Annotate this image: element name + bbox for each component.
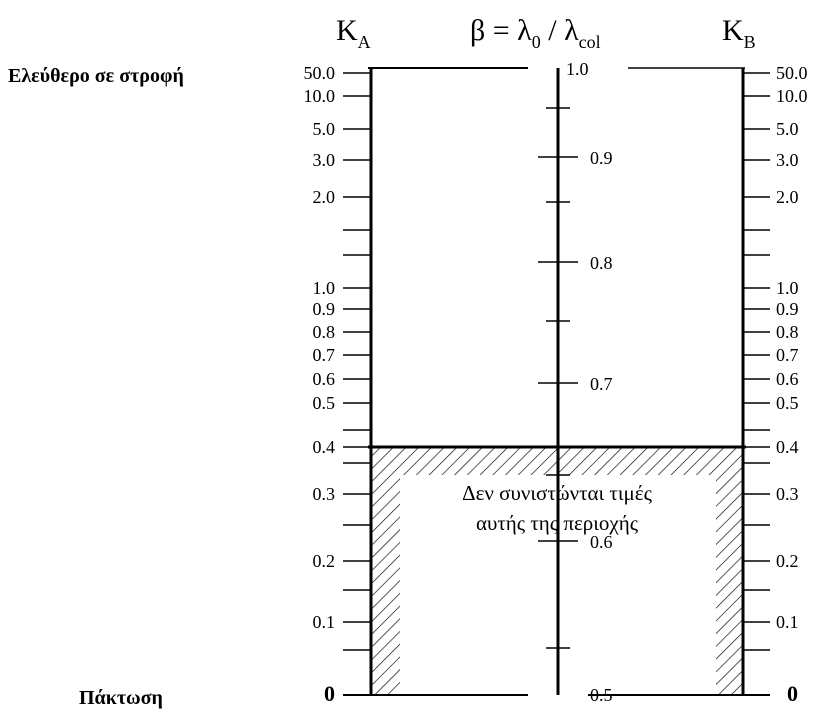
kb-tick-label: 3.0: [776, 150, 799, 170]
kb-tick-label: 0.4: [776, 437, 799, 457]
scale-ticks: 50.0 50.0 10.0 10.0 5.0 5.0 3.0 3.0 2.0 2.0 1.0 1.0…: [304, 59, 808, 706]
ka-tick-label: 0.8: [313, 322, 336, 342]
not-recommended-region: [371, 447, 743, 695]
ka-tick-label: 5.0: [313, 119, 336, 139]
ka-tick-label: 0.4: [313, 437, 336, 457]
beta-tick-label: 0.5: [590, 685, 613, 705]
beta-tick-label: 1.0: [566, 59, 589, 79]
ka-tick-label: 2.0: [313, 187, 336, 207]
free-rotation-label: Ελεύθερο σε στροφή: [8, 65, 184, 87]
kb-tick-label: 1.0: [776, 278, 799, 298]
ka-tick-label: 0.3: [313, 484, 336, 504]
ka-tick-label: 1.0: [313, 278, 336, 298]
ka-tick-label: 0: [324, 681, 335, 706]
kb-tick-label: 0.5: [776, 393, 799, 413]
ka-tick-label: 0.2: [313, 551, 336, 571]
kb-tick-label: 5.0: [776, 119, 799, 139]
beta-header: β = λ0 / λcol: [470, 14, 601, 52]
ka-tick-label: 0.5: [313, 393, 336, 413]
kb-tick-label: 0.9: [776, 299, 799, 319]
fixed-end-label: Πάκτωση: [79, 687, 163, 709]
ka-header: KA: [336, 14, 371, 52]
kb-tick-label: 50.0: [776, 63, 808, 83]
ka-tick-label: 0.1: [313, 612, 336, 632]
beta-tick-label: 0.7: [590, 374, 613, 394]
note-line-1: Δεν συνιστώνται τιμές: [462, 481, 653, 505]
kb-tick-label: 10.0: [776, 86, 808, 106]
beta-tick-label: 0.8: [590, 253, 613, 273]
kb-tick-label: 0.7: [776, 345, 799, 365]
ka-tick-label: 0.6: [313, 369, 336, 389]
kb-header: KB: [722, 14, 756, 52]
beta-tick-label: 0.6: [590, 532, 613, 552]
kb-tick-label: 0.6: [776, 369, 799, 389]
ka-tick-label: 0.7: [313, 345, 336, 365]
kb-tick-label: 0.8: [776, 322, 799, 342]
kb-tick-label: 0.2: [776, 551, 799, 571]
kb-tick-label: 0.3: [776, 484, 799, 504]
kb-tick-label: 2.0: [776, 187, 799, 207]
beta-tick-label: 0.9: [590, 148, 613, 168]
kb-tick-label: 0.1: [776, 612, 799, 632]
ka-tick-label: 10.0: [304, 86, 336, 106]
note-line-2: αυτής της περιοχής: [476, 511, 639, 535]
kb-tick-label: 0: [787, 681, 798, 706]
ka-tick-label: 3.0: [313, 150, 336, 170]
ka-tick-label: 50.0: [304, 63, 336, 83]
ka-tick-label: 0.9: [313, 299, 336, 319]
